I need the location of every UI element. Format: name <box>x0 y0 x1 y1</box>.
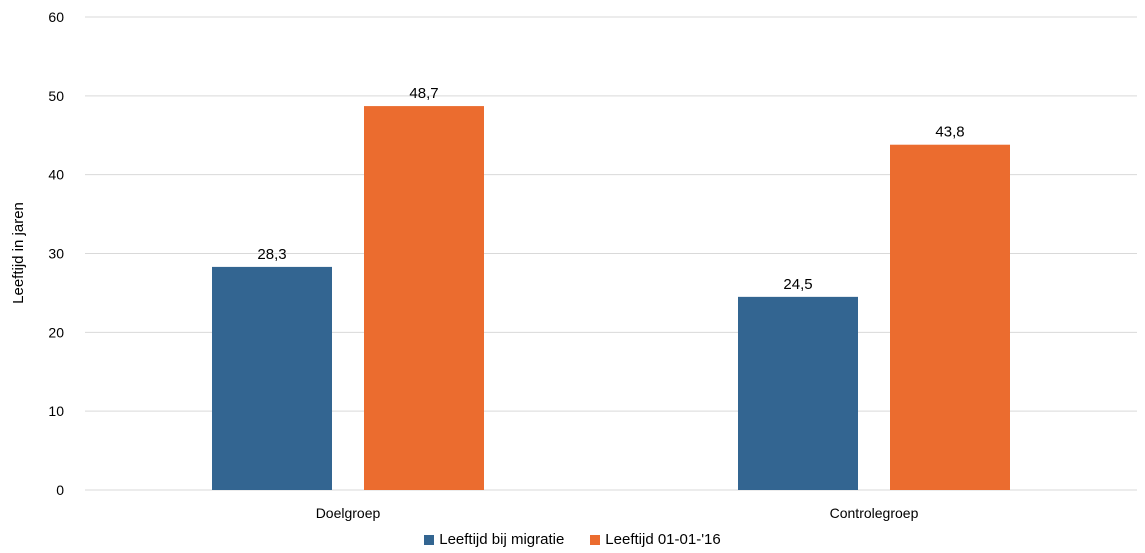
y-tick-label: 30 <box>48 246 64 262</box>
bar-2-2 <box>890 144 1010 490</box>
legend-swatch-series-1 <box>424 534 435 545</box>
x-tick-label: Doelgroep <box>316 505 381 521</box>
data-label-2-2: 43,8 <box>935 124 964 141</box>
bar-2-1 <box>364 106 484 490</box>
bar-1-2 <box>738 296 858 490</box>
y-tick-label: 50 <box>48 88 64 104</box>
y-tick-label: 40 <box>48 167 64 183</box>
x-tick-label: Controlegroep <box>830 505 919 521</box>
y-tick-label: 60 <box>48 9 64 25</box>
y-tick-label: 20 <box>48 324 64 340</box>
data-label-1-1: 28,3 <box>257 246 286 263</box>
bar-1-1 <box>212 266 332 490</box>
y-tick-label: 0 <box>56 482 64 498</box>
legend-item-series-2: Leeftijd 01-01-'16 <box>590 531 721 548</box>
legend-label-series-2: Leeftijd 01-01-'16 <box>605 531 721 548</box>
y-tick-label: 10 <box>48 403 64 419</box>
legend: Leeftijd bij migratie Leeftijd 01-01-'16 <box>0 531 1145 548</box>
data-labels: 28,3 48,7 24,5 43,8 <box>257 85 964 293</box>
legend-label-series-1: Leeftijd bij migratie <box>439 531 565 548</box>
chart-plot: 0 10 20 30 40 50 60 28,3 48,7 24,5 43,8 Doelgroep… <box>10 9 1137 521</box>
y-axis-label: Leeftijd in jaren <box>10 202 27 304</box>
legend-swatch-series-2 <box>590 534 601 545</box>
x-axis-ticks: Doelgroep Controlegroep <box>316 505 919 521</box>
data-label-2-1: 48,7 <box>409 85 438 102</box>
y-axis-ticks: 0 10 20 30 40 50 60 <box>48 9 64 498</box>
legend-item-series-1: Leeftijd bij migratie <box>424 531 564 548</box>
data-label-1-2: 24,5 <box>783 276 812 293</box>
bars <box>212 106 1010 490</box>
